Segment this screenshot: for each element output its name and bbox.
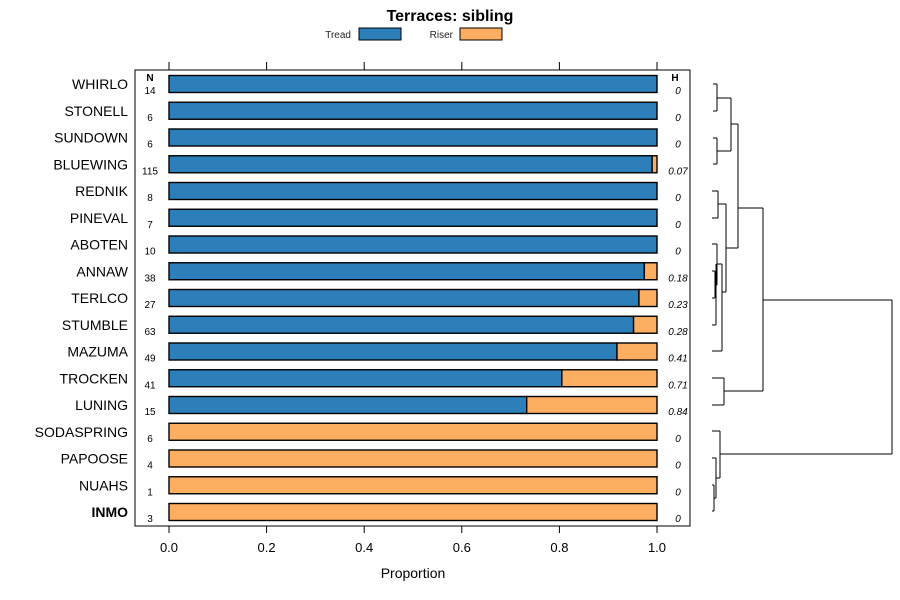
h-value: 0 [675, 461, 681, 472]
h-value: 0.71 [668, 380, 687, 391]
bar-segment-tread [168, 342, 618, 361]
n-value: 38 [144, 273, 156, 284]
h-value: 0 [675, 193, 681, 204]
n-value: 115 [142, 166, 158, 177]
category-label: TROCKEN [60, 370, 128, 386]
category-label: MAZUMA [67, 344, 128, 360]
x-tick-label: 0.6 [453, 540, 471, 555]
n-value: 6 [147, 113, 153, 124]
x-tick-label: 1.0 [648, 540, 666, 555]
bar-segment-tread [168, 369, 563, 388]
n-value: 49 [144, 354, 156, 365]
bar-segment-tread [168, 181, 658, 201]
category-label: WHIRLO [72, 76, 128, 92]
n-value: 4 [147, 461, 153, 472]
bar-segment-riser [168, 449, 658, 468]
x-axis: 0.0 0.2 0.4 0.6 0.8 1.0 [160, 526, 666, 555]
plot-frame [134, 69, 691, 527]
n-value: 63 [144, 327, 156, 338]
legend-swatch-tread [358, 27, 402, 41]
h-value: 0.28 [668, 327, 688, 338]
category-label: STUMBLE [62, 317, 128, 333]
x-axis-label: Proportion [381, 565, 446, 581]
bar-segment-tread [168, 155, 653, 174]
h-value: 0 [675, 487, 681, 498]
top-axis-ticks [168, 62, 658, 70]
h-value: 0 [675, 434, 681, 445]
bar-segment-tread [168, 74, 658, 94]
x-tick-label: 0.4 [355, 540, 373, 555]
x-tick-label: 0.2 [258, 540, 276, 555]
category-label: INMO [91, 504, 128, 520]
h-value: 0 [675, 220, 681, 231]
bar-segment-tread [168, 101, 658, 120]
n-column-header: N [146, 73, 153, 84]
x-tick-label: 0.0 [160, 540, 178, 555]
bar-segment-riser [643, 262, 658, 281]
h-value: 0.18 [668, 273, 688, 284]
category-label: PINEVAL [70, 210, 128, 226]
bar-segment-riser [651, 155, 658, 174]
category-label: LUNING [75, 397, 128, 413]
h-value: 0 [675, 86, 681, 97]
n-value: 1 [147, 487, 153, 498]
bar-segment-riser [168, 476, 658, 495]
n-value: 8 [147, 193, 153, 204]
bar-segment-tread [168, 395, 528, 415]
category-label: ANNAW [76, 263, 128, 279]
h-value: 0.07 [668, 166, 688, 177]
category-label: ABOTEN [70, 237, 128, 253]
bar-segment-tread [168, 235, 658, 254]
bar-segment-tread [168, 262, 646, 281]
n-value: 14 [144, 86, 156, 97]
legend-label-riser: Riser [430, 30, 454, 41]
bar-segment-riser [168, 502, 658, 522]
legend-label-tread: Tread [325, 30, 351, 41]
n-value: 6 [147, 140, 153, 151]
category-label: STONELL [64, 103, 128, 119]
n-value: 3 [147, 514, 153, 525]
category-label: REDNIK [75, 183, 129, 199]
category-label: SODASPRING [35, 424, 128, 440]
bar-segment-riser [632, 315, 658, 334]
chart-title: Terraces: sibling [387, 8, 514, 25]
dendrogram [712, 83, 893, 512]
category-label: TERLCO [71, 290, 128, 306]
h-value: 0.23 [668, 300, 688, 311]
h-value: 0 [675, 514, 681, 525]
bar-segment-tread [168, 208, 658, 227]
n-value: 27 [144, 300, 156, 311]
n-value: 41 [144, 380, 156, 391]
x-tick-label: 0.8 [550, 540, 568, 555]
bar-segment-riser [561, 369, 658, 388]
bar-segment-tread [168, 288, 640, 308]
legend: Tread Riser [325, 27, 503, 41]
h-value: 0 [675, 140, 681, 151]
h-column-header: H [671, 73, 678, 84]
h-value: 0.41 [668, 354, 687, 365]
n-value: 10 [144, 247, 156, 258]
bar-segment-riser [616, 342, 658, 361]
category-label: BLUEWING [53, 156, 128, 172]
bar-segment-riser [168, 422, 658, 441]
h-value: 0.84 [668, 407, 688, 418]
n-value: 15 [144, 407, 156, 418]
bar-segment-riser [526, 395, 658, 415]
bar-segment-tread [168, 128, 658, 147]
n-value: 7 [147, 220, 153, 231]
category-label: PAPOOSE [61, 451, 128, 467]
h-value: 0 [675, 113, 681, 124]
bar-segment-riser [638, 288, 658, 308]
category-label: SUNDOWN [54, 130, 128, 146]
category-label: NUAHS [79, 477, 128, 493]
bar-segment-tread [168, 315, 635, 334]
legend-swatch-riser [459, 27, 503, 41]
n-value: 6 [147, 434, 153, 445]
h-value: 0 [675, 247, 681, 258]
